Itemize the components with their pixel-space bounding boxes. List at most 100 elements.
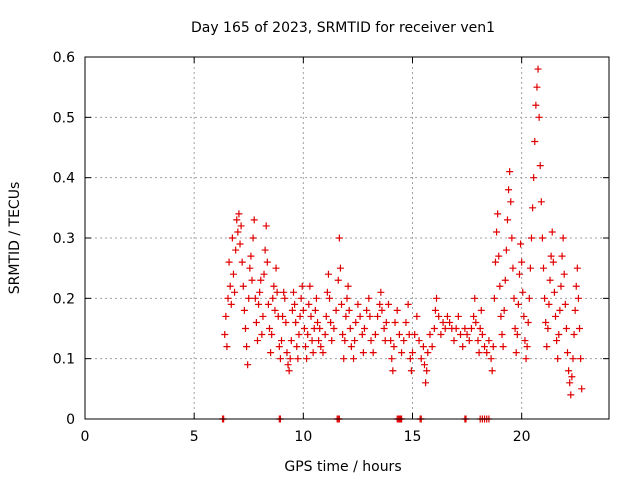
data-point [238, 258, 246, 266]
data-point [261, 246, 269, 254]
data-point [300, 325, 308, 332]
data-point [422, 379, 430, 387]
data-point [351, 337, 359, 345]
data-point [390, 343, 398, 351]
data-point [536, 162, 544, 170]
data-point [509, 264, 517, 272]
data-point [398, 349, 406, 357]
data-point [314, 318, 322, 326]
data-point [281, 294, 289, 302]
data-point [387, 337, 395, 345]
data-point [259, 312, 267, 320]
data-point [303, 355, 311, 363]
data-point [507, 198, 515, 206]
data-point [515, 270, 523, 278]
data-point [275, 343, 283, 351]
data-point [241, 325, 249, 332]
data-point [478, 331, 486, 339]
data-point [273, 288, 281, 296]
data-point [330, 325, 338, 332]
ticks-layer: 0 0.1 0.2 0.3 0.4 0.5 0.6 0 5 10 15 20 [53, 50, 609, 445]
data-point [498, 331, 506, 339]
data-point [506, 168, 514, 176]
data-point [531, 137, 539, 145]
data-point [547, 252, 555, 260]
data-point [276, 355, 284, 363]
data-point [517, 240, 525, 248]
data-point [525, 294, 533, 302]
data-point [304, 331, 312, 339]
data-point [299, 306, 307, 314]
data-point [286, 355, 294, 363]
data-point [332, 306, 340, 314]
data-point [343, 294, 351, 302]
data-point [245, 294, 253, 302]
x-tick-label: 5 [190, 429, 199, 445]
data-point [250, 216, 258, 224]
data-point [243, 343, 251, 351]
data-point [270, 282, 278, 290]
x-axis-label: GPS time / hours [284, 459, 401, 475]
data-point [308, 337, 316, 345]
data-point [338, 300, 346, 308]
data-point [267, 349, 275, 357]
data-point [503, 216, 511, 224]
data-point [485, 337, 493, 345]
data-point [566, 379, 574, 387]
data-point [487, 355, 495, 363]
data-point [225, 258, 233, 266]
data-point [571, 306, 579, 314]
data-point [452, 325, 460, 332]
data-point [263, 258, 271, 266]
data-point [232, 246, 240, 254]
data-point [292, 318, 300, 326]
y-tick-label: 0.1 [53, 352, 75, 368]
data-point [461, 325, 469, 332]
data-point [437, 331, 445, 339]
data-point [326, 294, 334, 302]
data-point [513, 331, 521, 339]
data-point [283, 349, 291, 357]
data-point [251, 294, 259, 302]
data-point [553, 337, 561, 345]
data-point [312, 294, 320, 302]
data-point [365, 294, 373, 302]
data-point [264, 300, 272, 308]
data-point [291, 300, 299, 308]
data-point [335, 234, 343, 242]
data-point [324, 270, 332, 278]
y-tick-label: 0.5 [53, 110, 75, 126]
data-point [474, 337, 482, 345]
data-point [271, 306, 279, 314]
data-point [400, 337, 408, 345]
data-point [244, 361, 252, 369]
data-point [477, 306, 485, 314]
data-point [481, 343, 489, 351]
data-point [459, 343, 467, 351]
data-point [409, 349, 416, 357]
data-point [258, 331, 266, 339]
data-point [290, 288, 298, 296]
data-point [347, 343, 355, 351]
data-point [560, 270, 568, 278]
data-point [578, 385, 586, 393]
data-point [407, 367, 415, 375]
x-tick-label: 0 [81, 429, 90, 445]
data-point [305, 300, 313, 308]
y-tick-label: 0 [66, 412, 75, 428]
data-point [421, 361, 429, 369]
data-point [233, 216, 241, 224]
data-point [552, 312, 560, 320]
data-point [237, 222, 245, 230]
data-point [502, 246, 510, 254]
data-point [495, 252, 503, 260]
data-point [371, 331, 379, 339]
data-point [240, 306, 248, 314]
data-point [491, 258, 499, 266]
data-point [463, 331, 471, 339]
data-point [514, 300, 522, 308]
data-point [296, 312, 304, 320]
data-point [255, 300, 263, 308]
data-point [540, 264, 547, 272]
data-point [546, 276, 554, 284]
